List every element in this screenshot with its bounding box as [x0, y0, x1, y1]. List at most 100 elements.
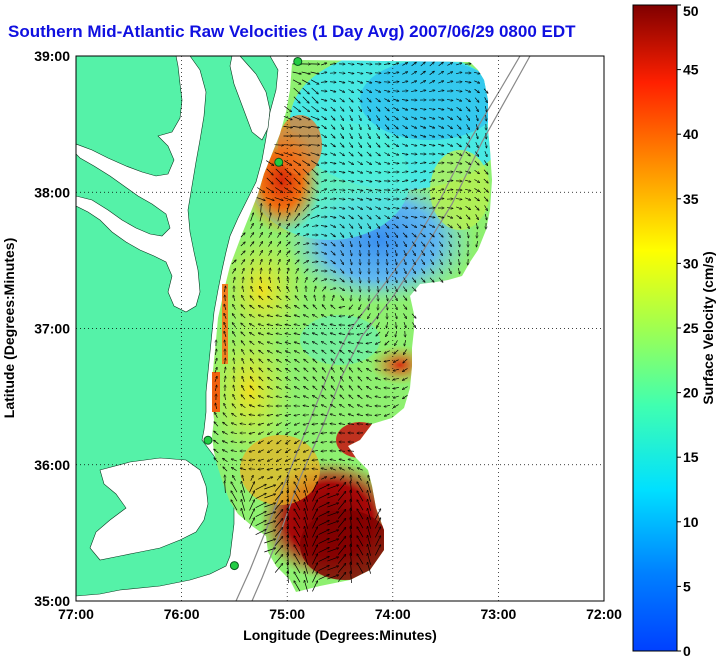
velocity-arrow	[318, 565, 330, 571]
velocity-arrow	[387, 258, 388, 265]
x-tick-label: 72:00	[586, 606, 622, 622]
velocity-arrow	[366, 161, 371, 164]
velocity-arrow	[456, 223, 461, 229]
velocity-arrow	[303, 234, 309, 237]
velocity-arrow	[268, 368, 273, 373]
velocity-arrow	[293, 168, 300, 175]
velocity-arrow	[383, 64, 390, 65]
velocity-arrow	[330, 333, 336, 336]
velocity-arrow	[366, 342, 373, 343]
velocity-arrow	[438, 189, 444, 192]
radar-station-marker	[293, 56, 303, 66]
velocity-arrow	[429, 62, 434, 67]
velocity-arrow	[367, 115, 371, 120]
velocity-arrow	[340, 115, 343, 120]
velocity-arrow	[242, 376, 245, 382]
velocity-arrow	[224, 367, 225, 374]
velocity-arrow	[276, 333, 283, 334]
velocity-arrow	[294, 491, 301, 502]
velocity-arrow	[258, 422, 264, 425]
velocity-arrow	[312, 450, 318, 451]
velocity-arrow	[321, 134, 326, 137]
velocity-arrow	[268, 439, 273, 444]
velocity-arrow	[465, 151, 471, 156]
velocity-arrow	[456, 206, 462, 209]
velocity-arrow	[274, 197, 284, 201]
velocity-arrow	[337, 482, 346, 492]
velocity-arrow	[348, 451, 355, 452]
velocity-arrow	[321, 287, 326, 292]
velocity-arrow	[457, 232, 461, 237]
velocity-arrow	[375, 545, 380, 556]
y-tick-label: 39:00	[34, 48, 70, 64]
velocity-arrow	[419, 217, 426, 218]
velocity-arrow	[339, 476, 344, 481]
velocity-arrow	[241, 341, 246, 346]
velocity-arrow	[357, 333, 364, 334]
velocity-arrow	[249, 251, 254, 256]
velocity-arrow	[321, 124, 327, 129]
velocity-arrow	[357, 206, 362, 210]
velocity-arrow	[301, 126, 311, 127]
velocity-arrow	[276, 306, 282, 309]
velocity-arrow	[367, 481, 371, 493]
velocity-arrow	[402, 180, 408, 181]
velocity-arrow	[465, 161, 470, 164]
velocity-arrow	[330, 288, 336, 291]
velocity-arrow	[412, 259, 416, 264]
velocity-arrow	[268, 213, 271, 222]
velocity-arrow	[294, 440, 300, 443]
velocity-arrow	[402, 215, 408, 218]
velocity-arrow	[312, 500, 317, 511]
velocity-arrow	[231, 482, 238, 493]
velocity-arrow	[241, 314, 246, 319]
velocity-arrow	[330, 124, 335, 130]
velocity-arrow	[465, 142, 470, 148]
velocity-arrow	[233, 385, 234, 392]
velocity-arrow	[277, 223, 281, 229]
velocity-arrow	[411, 125, 416, 129]
velocity-arrow	[375, 171, 381, 173]
velocity-arrow	[250, 359, 255, 364]
velocity-arrow	[420, 90, 426, 92]
velocity-arrow	[375, 89, 380, 93]
velocity-arrow	[312, 482, 317, 493]
velocity-arrow	[429, 241, 434, 247]
velocity-arrow	[375, 151, 381, 156]
velocity-arrow	[240, 424, 247, 425]
velocity-arrow	[277, 448, 282, 453]
velocity-arrow	[384, 98, 389, 102]
velocity-arrow	[303, 350, 309, 354]
velocity-arrow	[285, 251, 290, 256]
velocity-arrow	[255, 520, 267, 526]
velocity-arrow	[337, 491, 346, 501]
velocity-arrow	[258, 477, 263, 480]
velocity-arrow	[285, 422, 291, 426]
velocity-arrow	[224, 322, 227, 328]
velocity-arrow	[367, 562, 371, 574]
velocity-arrow	[294, 251, 300, 256]
velocity-arrow	[330, 250, 335, 255]
velocity-arrow	[274, 518, 283, 528]
velocity-arrow	[410, 154, 417, 155]
velocity-arrow	[384, 142, 390, 147]
velocity-arrow	[261, 204, 262, 213]
velocity-arrow	[322, 305, 327, 310]
velocity-arrow	[214, 367, 217, 373]
velocity-arrow	[286, 448, 291, 452]
velocity-arrow	[264, 539, 275, 544]
velocity-arrow	[339, 423, 346, 424]
velocity-arrow	[312, 491, 317, 502]
velocity-arrow	[249, 233, 253, 238]
velocity-arrow	[349, 232, 353, 237]
velocity-arrow	[321, 279, 327, 282]
velocity-arrow	[258, 342, 264, 345]
velocity-arrow	[455, 91, 462, 92]
velocity-arrow	[278, 277, 279, 284]
velocity-arrow	[367, 499, 371, 511]
velocity-arrow	[393, 107, 398, 110]
velocity-arrow	[429, 171, 435, 174]
velocity-arrow	[285, 306, 291, 309]
velocity-arrow	[310, 145, 320, 146]
velocity-arrow	[348, 161, 353, 164]
